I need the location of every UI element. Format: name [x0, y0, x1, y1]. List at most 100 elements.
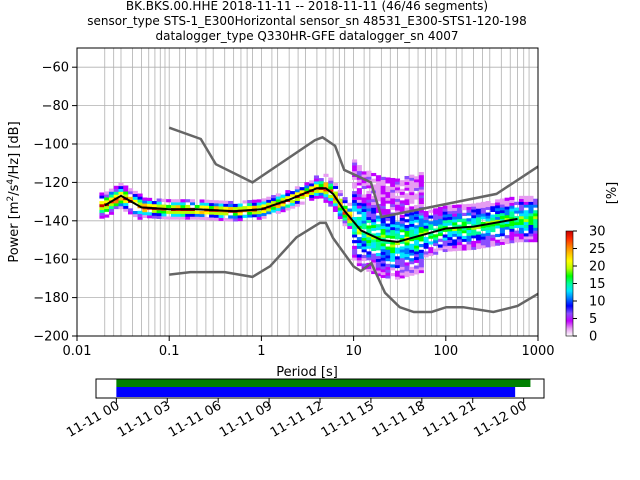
heatmap-cell: [161, 213, 167, 217]
heatmap-cell: [514, 239, 520, 243]
heatmap-cell: [428, 215, 434, 219]
heatmap-cell: [371, 178, 377, 182]
heatmap-cell: [218, 211, 224, 216]
heatmap-cell: [518, 224, 524, 228]
heatmap-cell: [394, 184, 401, 188]
heatmap-cell: [504, 223, 510, 227]
heatmap-cell: [414, 176, 420, 180]
heatmap-cell: [418, 215, 424, 219]
heatmap-cell: [361, 249, 367, 253]
colorbar-gradient: [565, 230, 574, 337]
heatmap-cell: [442, 234, 448, 238]
heatmap-cell: [404, 250, 410, 255]
heatmap-cell: [356, 219, 362, 223]
heatmap-cell: [466, 247, 472, 251]
heatmap-cell: [371, 201, 377, 205]
heatmap-cell: [390, 180, 396, 185]
heatmap-cell: [299, 187, 305, 191]
heatmap-cell: [428, 209, 434, 213]
x-axis-label: Period [s]: [276, 365, 338, 380]
heatmap-cell: [495, 199, 501, 203]
heatmap-cell: [371, 184, 377, 188]
heatmap-cell: [380, 182, 386, 186]
heatmap-cell: [404, 201, 410, 206]
noise-model-high-line: [168, 126, 539, 219]
heatmap-cell: [528, 195, 534, 200]
heatmap-cell: [480, 233, 486, 237]
heatmap-cell: [447, 222, 453, 226]
heatmap-cell: [166, 216, 172, 220]
heatmap-cell: [132, 190, 138, 195]
heatmap-cell: [366, 251, 372, 255]
heatmap-cell: [390, 264, 396, 268]
heatmap-cell: [495, 216, 501, 220]
heatmap-cell: [476, 208, 482, 212]
heatmap-cell: [414, 225, 420, 229]
heatmap-cell: [394, 270, 401, 274]
heatmap-cell: [361, 208, 367, 212]
heatmap-cell: [509, 225, 515, 229]
heatmap-cell: [533, 227, 539, 231]
heatmap-cell: [433, 211, 439, 215]
colorbar-ticks: 0 5 10 15 20 25 30: [573, 225, 606, 345]
heatmap-cell: [137, 210, 143, 215]
heatmap-cell: [361, 226, 367, 230]
heatmap-cell: [189, 202, 196, 206]
heatmap-cell: [480, 236, 486, 240]
heatmap-cell: [390, 206, 396, 210]
heatmap-cell: [418, 226, 424, 230]
heatmap-cell: [495, 213, 501, 217]
heatmap-cell: [175, 210, 181, 214]
heatmap-cell: [480, 207, 486, 211]
heatmap-cell: [218, 217, 224, 221]
heatmap-cell: [399, 257, 405, 262]
heatmap-cell: [209, 199, 215, 204]
heatmap-cell: [523, 218, 529, 223]
heatmap-cell: [299, 195, 305, 199]
heatmap-cell: [99, 201, 105, 205]
heatmap-cell: [447, 228, 453, 232]
heatmap-cell: [399, 191, 405, 195]
heatmap-cell: [414, 230, 420, 235]
heatmap-cell: [404, 253, 410, 257]
heatmap-cell: [380, 271, 386, 276]
heatmap-cell: [418, 252, 424, 256]
heatmap-cell: [528, 224, 534, 228]
heatmap-cell: [509, 228, 515, 232]
heatmap-cell: [437, 209, 443, 214]
title-line-1: BK.BKS.00.HHE 2018-11-11 -- 2018-11-11 (…: [126, 0, 488, 13]
heatmap-cell: [361, 185, 367, 189]
heatmap-cell: [123, 199, 129, 204]
heatmap-cell: [476, 211, 482, 215]
heatmap-cell: [385, 194, 391, 198]
colorbar-tick-label: 25: [589, 242, 606, 257]
heatmap-cell: [294, 189, 300, 193]
heatmap-cell: [104, 200, 110, 204]
heatmap-cell: [366, 231, 372, 235]
heatmap-cell: [523, 224, 529, 228]
heatmap-cell: [423, 228, 429, 232]
heatmap-cell: [528, 207, 534, 211]
heatmap-cell: [366, 213, 372, 218]
heatmap-cell: [490, 205, 496, 210]
heatmap-cell: [99, 195, 105, 199]
heatmap-cell: [366, 242, 372, 246]
heatmap-cell: [142, 200, 148, 204]
heatmap-cell: [447, 242, 453, 246]
heatmap-cell: [394, 207, 401, 211]
heatmap-cell: [394, 230, 401, 234]
heatmap-cell: [371, 210, 377, 214]
heatmap-cell: [399, 217, 405, 221]
colorbar-tick-label: 15: [589, 277, 606, 292]
heatmap-cell: [418, 172, 424, 176]
heatmap-cell: [356, 216, 362, 221]
heatmap-cell: [380, 197, 386, 201]
heatmap-cell: [418, 267, 424, 271]
heatmap-cell: [261, 198, 267, 202]
heatmap-cell: [356, 239, 362, 244]
heatmap-cell: [375, 273, 381, 277]
heatmap-cell: [518, 201, 524, 205]
heatmap-cell: [156, 215, 162, 219]
heatmap-cell: [213, 203, 219, 207]
heatmap-cell: [390, 192, 396, 196]
